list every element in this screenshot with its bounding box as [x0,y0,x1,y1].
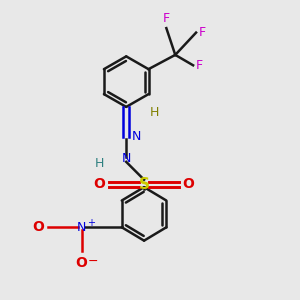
Text: F: F [163,12,170,25]
Text: +: + [87,218,95,227]
Text: N: N [122,152,131,165]
Text: −: − [88,255,99,268]
Text: H: H [94,157,104,170]
Text: H: H [150,106,159,119]
Text: O: O [76,256,88,269]
Text: N: N [77,221,86,234]
Text: F: F [196,59,203,72]
Text: N: N [132,130,141,143]
Text: O: O [94,177,105,191]
Text: F: F [199,26,206,39]
Text: O: O [183,177,195,191]
Text: S: S [139,177,150,192]
Text: O: O [33,220,44,234]
